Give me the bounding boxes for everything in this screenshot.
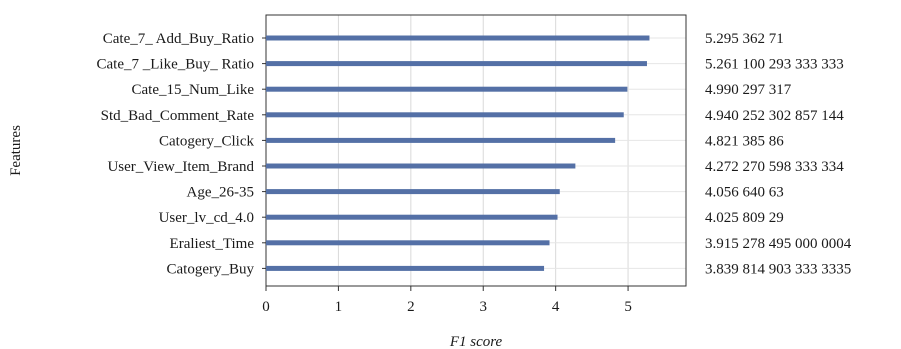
bar [266, 189, 560, 195]
feature-label: User_lv_cd_4.0 [159, 210, 254, 226]
feature-labels: Cate_7_ Add_Buy_Ratio Cate_7 _Like_Buy_ R… [97, 31, 266, 277]
feature-label: Catogery_Click [159, 133, 254, 149]
plot-frame [265, 14, 687, 287]
bar [266, 214, 558, 220]
value-label: 3.839 814 903 333 3335 [705, 261, 851, 277]
y-axis-title: Features [8, 125, 24, 176]
feature-label: Catogery_Buy [167, 261, 255, 277]
x-tick-label: 4 [552, 299, 560, 315]
value-label: 4.990 297 317 [705, 82, 792, 98]
x-tick-label: 1 [335, 299, 343, 315]
value-label: 4.025 809 29 [705, 210, 784, 226]
feature-label: Eraliest_Time [170, 236, 255, 252]
feature-label: Cate_15_Num_Like [132, 82, 255, 98]
gridlines [265, 15, 686, 286]
feature-label: Std_Bad_Comment_Rate [101, 108, 255, 124]
x-axis-ticks: 0 1 2 3 4 5 [262, 286, 632, 315]
bar [266, 35, 650, 41]
value-label: 4.272 270 598 333 334 [705, 159, 844, 175]
feature-label: User_View_Item_Brand [107, 159, 254, 175]
bar [266, 137, 616, 143]
value-label: 5.295 362 71 [705, 31, 784, 47]
x-tick-label: 2 [407, 299, 415, 315]
feature-label: Cate_7 _Like_Buy_ Ratio [97, 57, 254, 73]
feature-label: Age_26-35 [187, 185, 255, 201]
value-label: 4.821 385 86 [705, 133, 784, 149]
bar [266, 240, 550, 246]
x-tick-label: 0 [262, 299, 270, 315]
value-label: 3.915 278 495 000 0004 [705, 236, 852, 252]
bar [266, 265, 545, 271]
value-label: 5.261 100 293 333 333 [705, 57, 844, 73]
bar [266, 61, 647, 67]
bars [266, 35, 650, 271]
bar [266, 112, 624, 118]
feature-label: Cate_7_ Add_Buy_Ratio [103, 31, 254, 47]
value-label: 4.940 252 302 857 144 [705, 108, 844, 124]
value-label: 4.056 640 63 [705, 185, 784, 201]
bar [266, 163, 576, 169]
x-tick-label: 3 [479, 299, 487, 315]
bar [266, 86, 628, 92]
x-tick-label: 5 [624, 299, 632, 315]
value-labels: 5.295 362 71 5.261 100 293 333 333 4.990 2… [705, 31, 852, 277]
x-axis-title: F1 score [449, 334, 503, 349]
